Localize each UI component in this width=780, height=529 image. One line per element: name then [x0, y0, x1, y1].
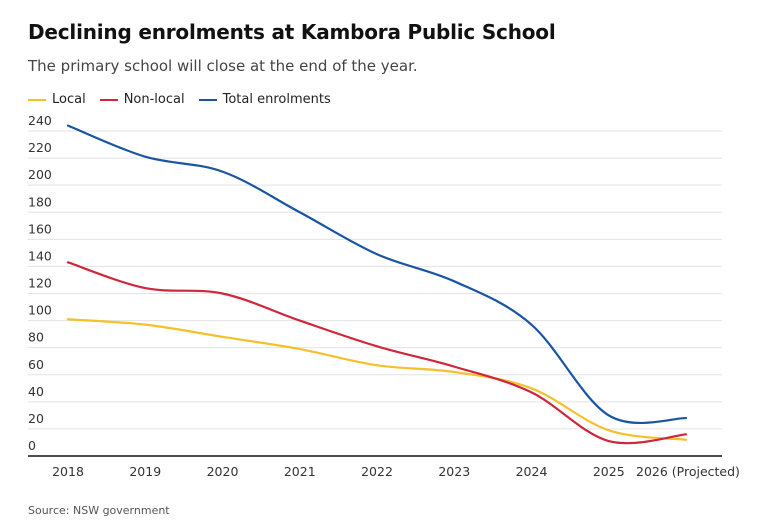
y-tick-label-180: 180: [28, 194, 52, 209]
x-tick-label-2: 2020: [207, 464, 239, 479]
y-tick-label-60: 60: [28, 357, 44, 372]
data-point-non-local-6: [529, 389, 535, 395]
data-point-non-local-4: [374, 343, 380, 349]
x-tick-label-0: 2018: [52, 464, 84, 479]
x-tick-label-8: 2026 (Projected): [636, 464, 740, 479]
data-point-total-3: [297, 209, 303, 215]
data-point-total-7: [606, 412, 612, 418]
x-tick-label-1: 2019: [129, 464, 161, 479]
data-point-non-local-5: [451, 364, 457, 370]
y-tick-label-240: 240: [28, 113, 52, 128]
data-point-local-1: [142, 322, 148, 328]
legend-label-non-local: Non-local: [123, 92, 185, 107]
legend: Local Non-local Total enrolments: [28, 92, 345, 107]
x-tick-label-7: 2025: [593, 464, 625, 479]
x-tick-label-4: 2022: [361, 464, 393, 479]
y-tick-label-120: 120: [28, 276, 52, 291]
data-point-non-local-0: [65, 259, 71, 265]
y-tick-label-40: 40: [28, 384, 44, 399]
data-point-non-local-7: [606, 438, 612, 444]
data-point-local-0: [65, 316, 71, 322]
chart-subtitle: The primary school will close at the end…: [28, 57, 418, 75]
y-tick-label-140: 140: [28, 248, 52, 263]
data-point-total-8: [683, 415, 689, 421]
data-point-total-0: [65, 123, 71, 129]
y-tick-label-20: 20: [28, 411, 44, 426]
legend-label-total: Total enrolments: [222, 92, 331, 107]
data-point-total-4: [374, 251, 380, 257]
data-point-total-6: [529, 322, 535, 328]
chart-title: Declining enrolments at Kambora Public S…: [28, 20, 556, 44]
legend-swatch-total: [198, 98, 217, 101]
legend-item-non-local: Non-local: [99, 92, 185, 107]
data-point-local-4: [374, 362, 380, 368]
data-point-non-local-8: [683, 431, 689, 437]
data-point-local-7: [606, 427, 612, 433]
y-tick-label-0: 0: [28, 438, 36, 453]
series-line-total: [66, 124, 688, 425]
y-tick-label-220: 220: [28, 140, 52, 155]
legend-swatch-non-local: [99, 98, 118, 101]
y-tick-label-160: 160: [28, 221, 52, 236]
data-point-total-1: [142, 154, 148, 160]
data-point-local-3: [297, 346, 303, 352]
y-tick-label-200: 200: [28, 167, 52, 182]
y-tick-label-100: 100: [28, 303, 52, 318]
legend-swatch-local: [28, 98, 46, 101]
series-line-local: [66, 318, 688, 441]
series-line-non-local: [66, 261, 688, 445]
x-tick-label-5: 2023: [438, 464, 470, 479]
data-point-total-2: [220, 169, 226, 175]
legend-label-local: Local: [52, 92, 86, 107]
data-point-non-local-1: [142, 285, 148, 291]
y-tick-label-80: 80: [28, 330, 44, 345]
data-point-non-local-3: [297, 318, 303, 324]
legend-item-local: Local: [28, 92, 86, 107]
source-note: Source: NSW government: [28, 504, 170, 517]
data-point-total-5: [451, 278, 457, 284]
data-point-local-2: [220, 334, 226, 340]
legend-item-total: Total enrolments: [198, 92, 331, 107]
x-tick-label-3: 2021: [284, 464, 316, 479]
data-point-local-5: [451, 369, 457, 375]
x-tick-label-6: 2024: [516, 464, 548, 479]
data-point-non-local-2: [220, 291, 226, 297]
data-point-local-8: [683, 437, 689, 443]
